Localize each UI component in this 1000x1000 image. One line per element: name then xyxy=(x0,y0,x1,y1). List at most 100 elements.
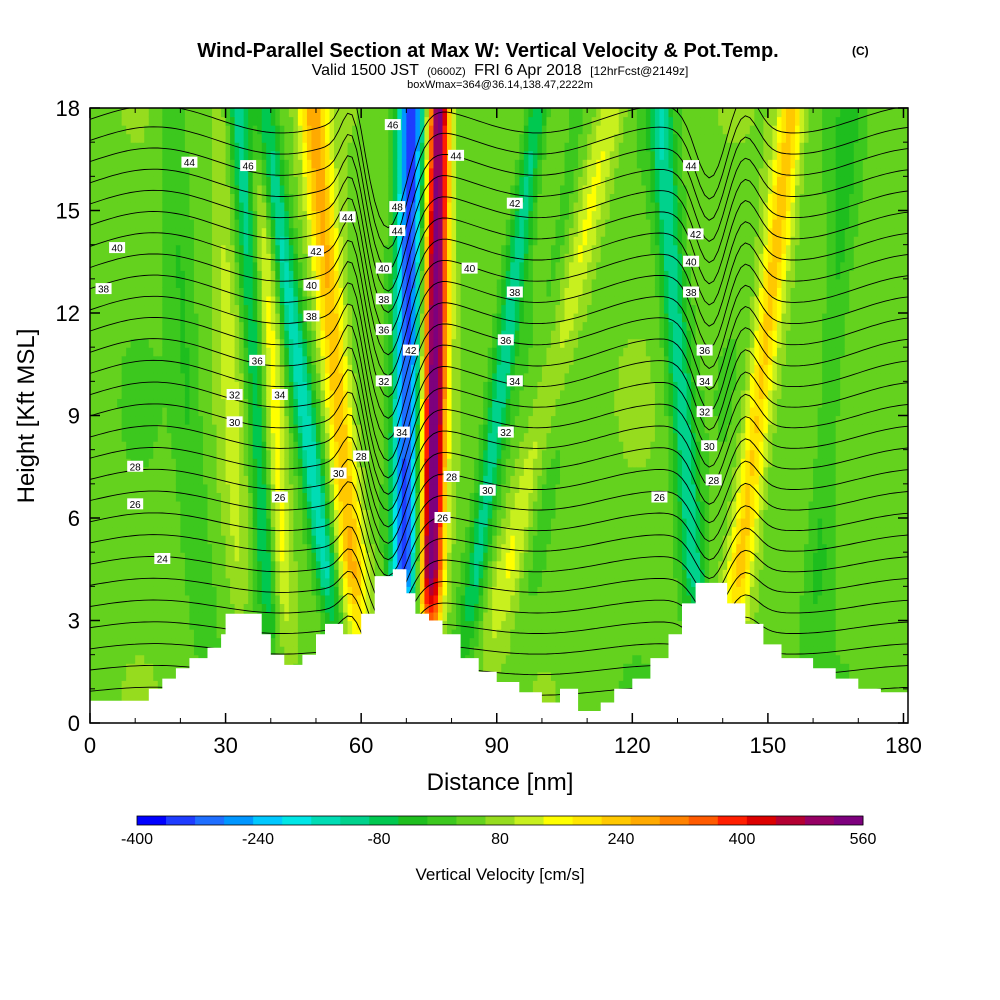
field-cell xyxy=(175,637,181,647)
field-cell xyxy=(243,304,249,314)
field-cell xyxy=(99,688,105,698)
field-cell xyxy=(243,167,249,177)
field-cell xyxy=(153,176,159,186)
field-cell xyxy=(171,637,177,647)
field-cell xyxy=(189,321,195,331)
field-cell xyxy=(162,483,168,493)
field-cell xyxy=(216,193,222,203)
field-cell xyxy=(112,646,118,656)
field-cell xyxy=(184,663,191,673)
field-cell xyxy=(370,372,376,382)
field-cell xyxy=(225,441,231,451)
field-cell xyxy=(361,176,367,186)
field-cell xyxy=(126,432,132,442)
field-cell xyxy=(401,552,407,562)
field-cell xyxy=(293,116,299,126)
field-cell xyxy=(139,637,145,647)
field-cell xyxy=(270,406,276,417)
field-cell xyxy=(284,552,290,562)
field-cell xyxy=(266,116,272,126)
field-cell xyxy=(117,270,123,280)
field-cell xyxy=(261,210,267,220)
field-cell xyxy=(148,483,154,493)
field-cell xyxy=(108,492,114,502)
field-cell xyxy=(99,219,105,229)
field-cell xyxy=(202,125,209,135)
field-cell xyxy=(225,278,231,288)
field-cell xyxy=(202,441,209,451)
field-cell xyxy=(189,295,195,306)
field-cell xyxy=(139,611,145,622)
field-cell xyxy=(126,398,132,408)
field-cell xyxy=(103,586,109,596)
field-cell xyxy=(234,313,240,323)
field-cell xyxy=(193,560,200,570)
field-cell xyxy=(189,518,195,528)
field-cell xyxy=(189,432,195,442)
field-cell xyxy=(94,415,100,425)
field-cell xyxy=(117,167,123,177)
field-cell xyxy=(284,611,290,622)
field-cell xyxy=(361,338,367,348)
field-cell xyxy=(311,287,317,297)
field-cell xyxy=(148,611,154,622)
field-cell xyxy=(356,338,362,348)
field-cell xyxy=(184,492,191,502)
field-cell xyxy=(184,364,191,374)
field-cell xyxy=(329,313,335,323)
field-cell xyxy=(329,142,335,152)
field-cell xyxy=(180,663,186,673)
field-cell xyxy=(279,637,285,647)
field-cell xyxy=(157,424,163,434)
field-cell xyxy=(148,150,154,160)
field-cell xyxy=(343,560,349,570)
field-cell xyxy=(374,338,380,348)
field-cell xyxy=(108,142,114,152)
field-cell xyxy=(239,338,245,348)
field-cell xyxy=(130,441,136,451)
field-cell xyxy=(293,321,299,331)
field-cell xyxy=(99,253,105,263)
field-cell xyxy=(343,629,349,639)
field-cell xyxy=(252,424,258,434)
field-cell xyxy=(189,552,195,562)
field-cell xyxy=(365,466,371,476)
field-cell xyxy=(397,338,403,348)
field-cell xyxy=(302,184,308,195)
field-cell xyxy=(374,432,380,442)
field-cell xyxy=(212,201,218,212)
field-cell xyxy=(162,629,168,639)
field-cell xyxy=(157,133,163,143)
field-cell xyxy=(248,193,254,203)
plot-area: 44 46403842403836343230282626243028443246… xyxy=(90,108,908,723)
field-cell xyxy=(202,167,209,177)
field-cell xyxy=(306,261,313,271)
field-cell xyxy=(126,210,132,220)
field-cell xyxy=(90,432,96,442)
field-cell xyxy=(329,526,335,536)
field-cell xyxy=(306,432,313,442)
field-cell xyxy=(94,330,100,340)
field-cell xyxy=(162,406,168,417)
field-cell xyxy=(334,611,340,622)
field-cell xyxy=(252,287,258,297)
field-cell xyxy=(193,219,200,229)
field-cell xyxy=(320,287,326,297)
field-cell xyxy=(212,475,218,485)
field-cell xyxy=(275,338,281,348)
field-cell xyxy=(320,611,326,622)
field-cell xyxy=(306,347,313,357)
field-cell xyxy=(230,441,236,451)
field-cell xyxy=(334,244,340,254)
field-cell xyxy=(356,526,362,536)
field-cell xyxy=(216,381,222,391)
field-cell xyxy=(198,646,204,656)
field-cell xyxy=(184,116,191,126)
field-cell xyxy=(175,355,181,365)
field-cell xyxy=(284,150,290,160)
field-cell xyxy=(297,150,304,160)
field-cell xyxy=(329,586,335,596)
field-cell xyxy=(347,449,353,459)
field-cell xyxy=(383,449,389,459)
field-cell xyxy=(325,313,331,323)
